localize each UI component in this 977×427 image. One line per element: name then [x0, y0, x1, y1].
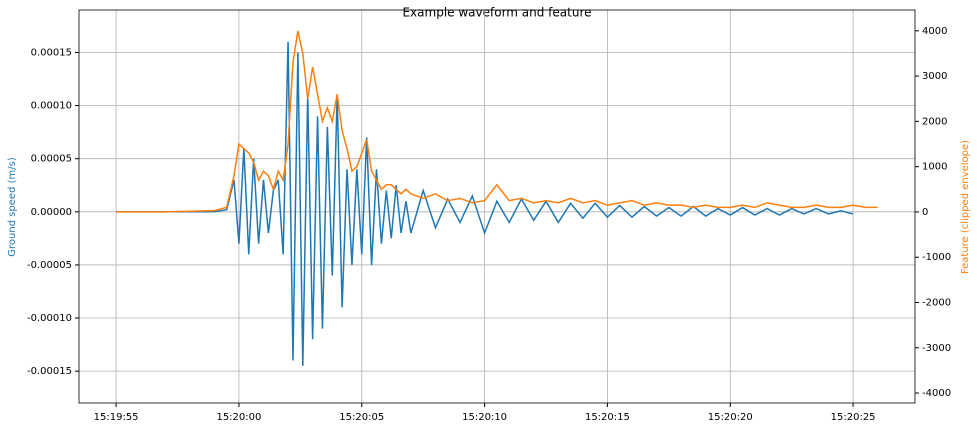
x-tick-label: 15:20:20	[708, 412, 753, 423]
y2-tick-label: 3000	[922, 71, 947, 82]
y-tick-label: -0.00010	[27, 313, 72, 324]
y2-tick-label: -1000	[922, 252, 951, 263]
x-tick-label: 15:20:15	[585, 412, 630, 423]
y2-tick-label: -3000	[922, 343, 951, 354]
y-tick-label: 0.00015	[31, 47, 72, 58]
y-tick-label: 0.00010	[31, 101, 72, 112]
x-tick-label: 15:20:10	[462, 412, 507, 423]
y2-tick-label: 2000	[922, 116, 947, 127]
y2-tick-label: 4000	[922, 26, 947, 37]
x-tick-label: 15:20:25	[831, 412, 876, 423]
y-axis-label: Ground speed (m/s)	[7, 157, 18, 257]
y2-tick-label: 0	[922, 207, 928, 218]
y-tick-label: -0.00015	[27, 366, 72, 377]
data-line	[116, 30, 878, 213]
data-line	[116, 41, 854, 366]
y2-tick-label: 1000	[922, 162, 947, 173]
y2-tick-label: -2000	[922, 297, 951, 308]
y2-tick-label: -4000	[922, 388, 951, 399]
y2-axis-label: Feature (clipped envelope)	[960, 140, 971, 274]
x-tick-label: 15:20:00	[216, 412, 261, 423]
y-tick-label: -0.00005	[27, 260, 72, 271]
y-tick-label: 0.00005	[31, 154, 72, 165]
plot-frame	[78, 9, 916, 404]
x-tick-label: 15:20:05	[339, 412, 384, 423]
y-tick-label: 0.00000	[31, 207, 72, 218]
chart-title: Example waveform and feature	[402, 6, 591, 20]
x-tick-label: 15:19:55	[94, 412, 139, 423]
